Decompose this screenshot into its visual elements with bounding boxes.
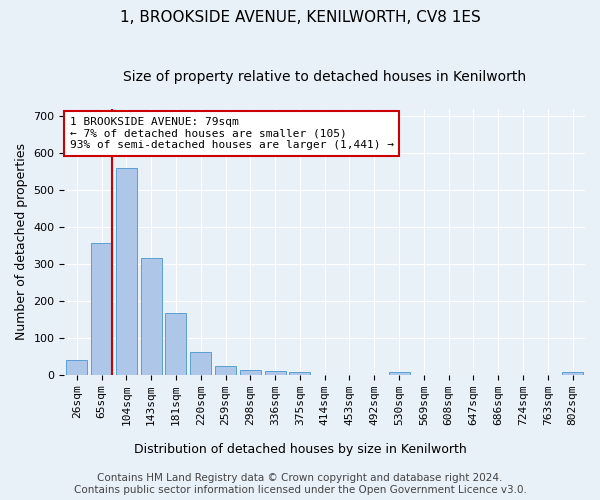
Bar <box>116 168 137 375</box>
Bar <box>91 243 112 375</box>
Bar <box>140 258 162 375</box>
Bar <box>66 360 88 375</box>
Bar <box>265 371 286 375</box>
Title: Size of property relative to detached houses in Kenilworth: Size of property relative to detached ho… <box>123 70 526 84</box>
Bar <box>190 352 211 375</box>
Bar <box>215 366 236 375</box>
Bar <box>562 372 583 375</box>
Bar <box>166 312 187 375</box>
Text: Contains HM Land Registry data © Crown copyright and database right 2024.
Contai: Contains HM Land Registry data © Crown c… <box>74 474 526 495</box>
Bar <box>289 372 310 375</box>
Bar <box>389 372 410 375</box>
Text: 1 BROOKSIDE AVENUE: 79sqm
← 7% of detached houses are smaller (105)
93% of semi-: 1 BROOKSIDE AVENUE: 79sqm ← 7% of detach… <box>70 117 394 150</box>
Text: Distribution of detached houses by size in Kenilworth: Distribution of detached houses by size … <box>134 442 466 456</box>
Bar <box>240 370 261 375</box>
Text: 1, BROOKSIDE AVENUE, KENILWORTH, CV8 1ES: 1, BROOKSIDE AVENUE, KENILWORTH, CV8 1ES <box>119 10 481 25</box>
Y-axis label: Number of detached properties: Number of detached properties <box>15 144 28 340</box>
